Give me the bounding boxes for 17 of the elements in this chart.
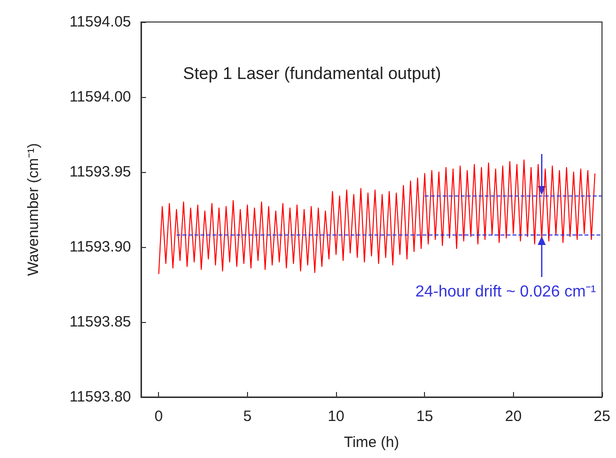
annotation: 24-hour drift ~ 0.026 cm⁻¹ [415,284,596,300]
x-tick-label: 25 [594,408,610,425]
x-tick-label: 15 [416,408,434,425]
x-tick-label: 20 [505,408,522,425]
x-axis-title: Time (h) [344,434,400,451]
line-series [158,160,596,274]
y-tick-label: 11593.85 [70,314,131,330]
y-axis-title: Wavenumber (cm⁻¹) [25,143,42,276]
y-tick-label: 11593.95 [70,164,131,180]
y-tick-label: 11594.00 [70,88,131,106]
x-tick-label: 5 [243,408,252,425]
x-tick-label: 0 [154,408,163,425]
y-tick-label: 11593.80 [70,388,131,406]
x-tick-label: 10 [328,408,344,425]
y-tick-label: 11593.90 [70,238,131,256]
text: Step 1 Laser (fundamental output) [183,64,441,83]
y-tick-label: 11594.05 [70,14,131,30]
